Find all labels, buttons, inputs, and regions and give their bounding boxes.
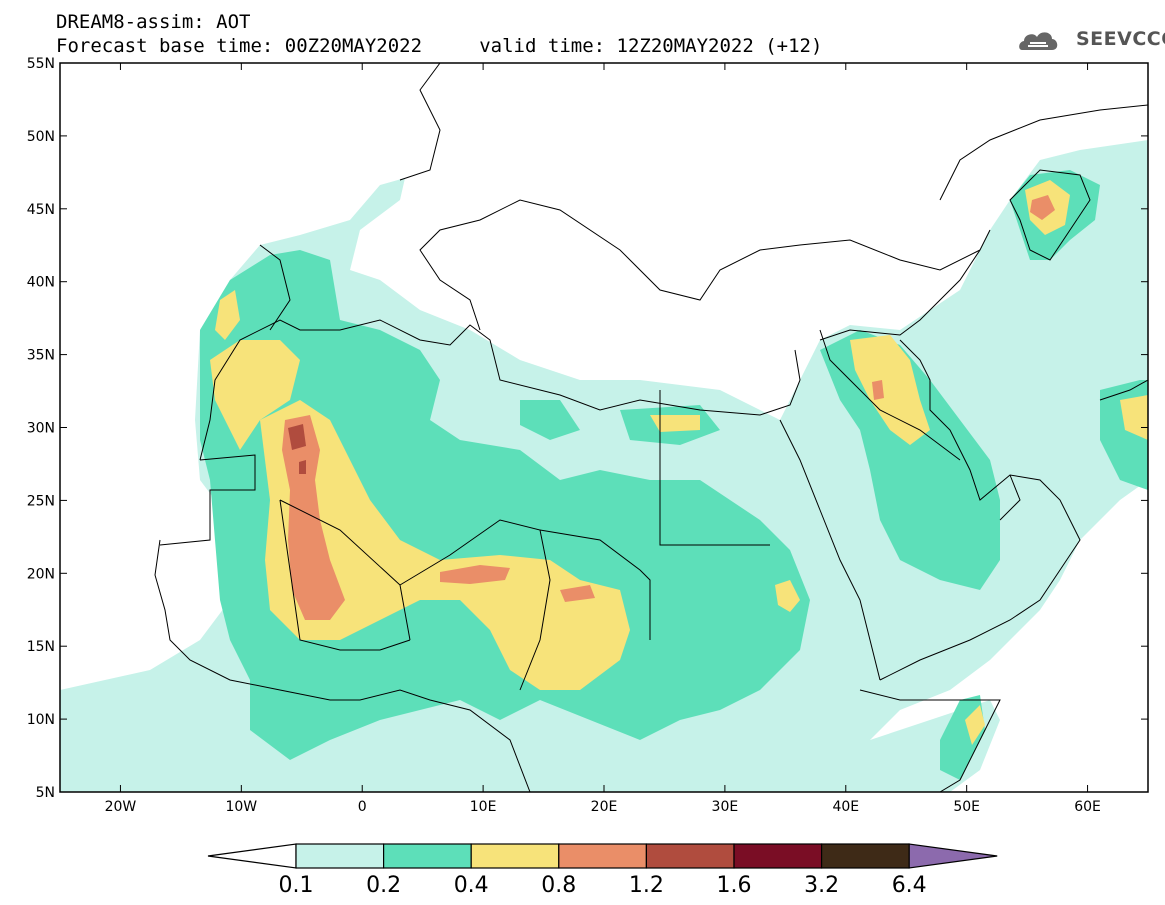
colorbar-swatch bbox=[645, 843, 735, 869]
lon-tick-label: 10W bbox=[225, 799, 257, 815]
cloud-icon bbox=[1019, 32, 1058, 50]
colorbar-swatch bbox=[470, 843, 560, 869]
colorbar-swatch bbox=[558, 843, 647, 869]
colorbar: 0.1 0.2 0.4 0.8 1.2 1.6 3.2 6.4 bbox=[207, 843, 998, 898]
lon-tick-label: 10E bbox=[470, 799, 497, 815]
colorbar-label: 3.2 bbox=[804, 873, 839, 898]
colorbar-label: 0.2 bbox=[366, 873, 401, 898]
colorbar-label: 6.4 bbox=[892, 873, 927, 898]
colorbar-label: 0.1 bbox=[279, 873, 314, 898]
colorbar-over-arrow bbox=[908, 843, 998, 869]
lat-tick-label: 50N bbox=[27, 129, 55, 145]
colorbar-under-arrow bbox=[207, 843, 297, 869]
lat-tick-label: 20N bbox=[27, 566, 55, 582]
logo-text: SEEVCCC bbox=[1076, 28, 1165, 50]
lon-tick-label: 50E bbox=[953, 799, 980, 815]
lon-tick-label: 0 bbox=[358, 799, 367, 815]
colorbar-swatch bbox=[295, 843, 385, 869]
colorbar-swatch bbox=[733, 843, 823, 869]
colorbar-swatch bbox=[820, 843, 910, 869]
colorbar-label: 0.8 bbox=[541, 873, 576, 898]
colorbar-label: 1.2 bbox=[629, 873, 664, 898]
lat-tick-label: 5N bbox=[36, 785, 55, 801]
lat-tick-label: 40N bbox=[27, 275, 55, 291]
longitude-axis: 20W 10W 0 10E 20E 30E 40E 50E 60E bbox=[105, 63, 1101, 815]
lat-tick-label: 15N bbox=[27, 639, 55, 655]
coastlines bbox=[154, 63, 1148, 792]
lat-tick-label: 30N bbox=[27, 421, 55, 437]
aot-level-0-8 bbox=[282, 195, 1055, 620]
lon-tick-label: 60E bbox=[1074, 799, 1101, 815]
lat-tick-label: 55N bbox=[27, 56, 55, 72]
lat-tick-label: 25N bbox=[27, 493, 55, 509]
colorbar-label: 0.4 bbox=[454, 873, 489, 898]
latitude-axis: 55N 50N 45N 40N 35N 30N 25N 20N 15N 10N 5N bbox=[27, 56, 1148, 801]
lon-tick-label: 20W bbox=[105, 799, 137, 815]
colorbar-swatch bbox=[383, 843, 472, 869]
lat-tick-label: 35N bbox=[27, 348, 55, 364]
title-line-1: DREAM8-assim: AOT bbox=[56, 11, 251, 33]
aot-level-1-2 bbox=[288, 424, 306, 474]
lon-tick-label: 20E bbox=[591, 799, 618, 815]
lon-tick-label: 40E bbox=[832, 799, 859, 815]
lat-tick-label: 10N bbox=[27, 712, 55, 728]
title-line-2: Forecast base time: 00Z20MAY2022 valid t… bbox=[56, 35, 823, 57]
colorbar-label: 1.6 bbox=[717, 873, 752, 898]
lon-tick-label: 30E bbox=[712, 799, 739, 815]
lat-tick-label: 45N bbox=[27, 202, 55, 218]
aot-level-0-4 bbox=[210, 180, 1148, 745]
aot-field bbox=[60, 140, 1148, 792]
